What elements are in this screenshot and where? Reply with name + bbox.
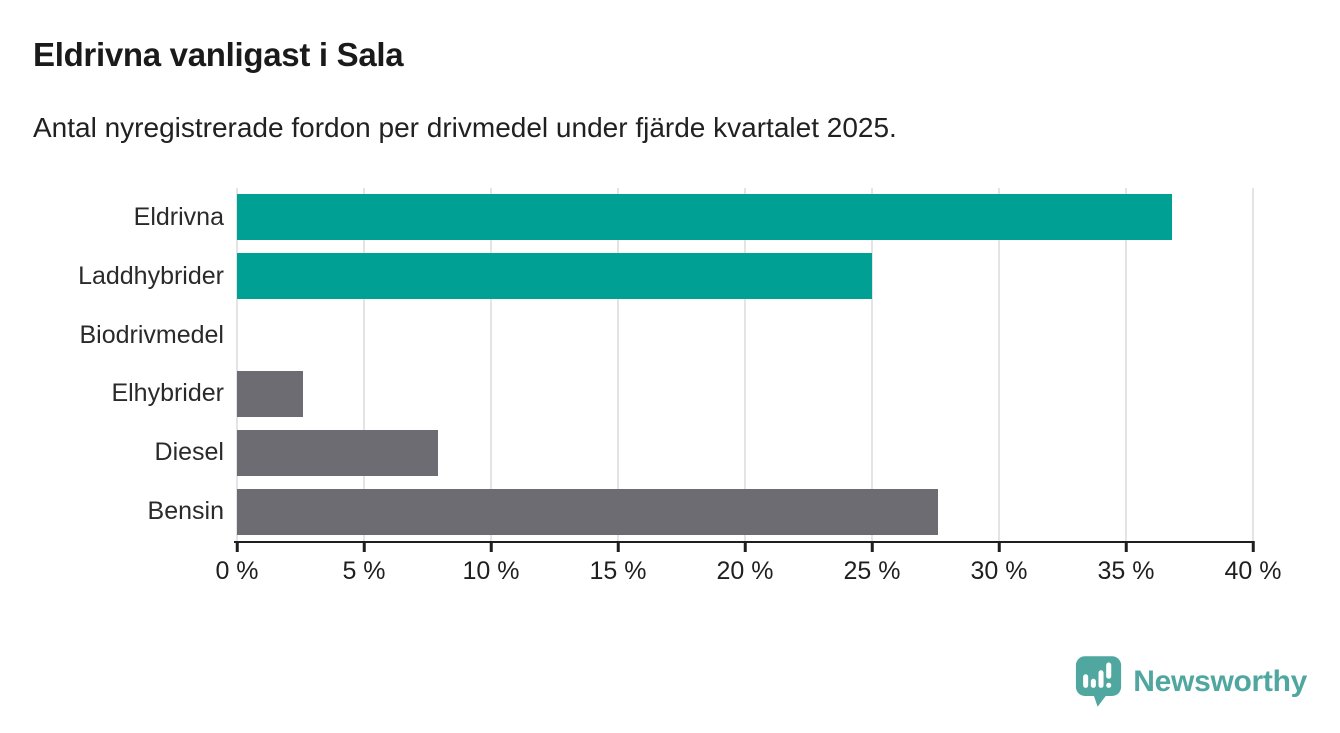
newsworthy-logo-text: Newsworthy [1133, 664, 1307, 698]
gridline-40 [1252, 188, 1254, 541]
y-axis-labels: Eldrivna Laddhybrider Biodrivmedel Elhybrid… [0, 188, 224, 541]
gridline-10 [490, 188, 492, 541]
bar-bensin [237, 488, 939, 535]
plot-area: 0 % 5 % 10 % 15 % 20 % 25 % 30 % 35 % 40 % [215, 188, 1281, 585]
gridline-30 [998, 188, 1000, 541]
y-axis-label-bensin: Bensin [147, 497, 224, 526]
x-axis-tick-5 [362, 541, 366, 552]
chart-title: Eldrivna vanligast i Sala [33, 36, 404, 73]
gridline-0 [236, 188, 238, 541]
bar-diesel [237, 429, 438, 476]
x-axis-tick-label-35: 35 % [1097, 557, 1155, 585]
x-axis-line [234, 540, 1253, 543]
y-axis-label-diesel: Diesel [154, 438, 224, 467]
x-axis-tick-30 [997, 541, 1001, 552]
x-axis-tick-label-40: 40 % [1224, 557, 1282, 585]
chart-subtitle: Antal nyregistrerade fordon per drivmede… [33, 112, 897, 143]
x-axis-tick-35 [1124, 541, 1128, 552]
x-axis-tick-label-10: 10 % [462, 557, 520, 585]
newsworthy-logo-icon [1076, 656, 1122, 707]
x-axis-tick-25 [870, 541, 874, 552]
x-axis-tick-label-25: 25 % [843, 557, 901, 585]
x-axis-tick-label-15: 15 % [589, 557, 647, 585]
y-axis-label-elhybrider: Elhybrider [111, 379, 224, 408]
x-axis-tick-10 [489, 541, 493, 552]
bar-elhybrider [237, 370, 304, 417]
bar-eldrivna [237, 194, 1172, 241]
x-axis-tick-20 [743, 541, 747, 552]
x-axis-tick-label-30: 30 % [970, 557, 1028, 585]
bar-laddhybrider [237, 253, 872, 300]
x-axis-tick-40 [1251, 541, 1255, 552]
y-axis-label-laddhybrider: Laddhybrider [78, 261, 224, 290]
x-axis-tick-label-20: 20 % [716, 557, 774, 585]
gridline-15 [617, 188, 619, 541]
x-axis-tick-label-0: 0 % [215, 557, 259, 585]
x-axis-tick-0 [235, 541, 239, 552]
gridline-20 [744, 188, 746, 541]
y-axis-label-eldrivna: Eldrivna [133, 202, 224, 231]
gridline-35 [1125, 188, 1127, 541]
x-axis-tick-15 [616, 541, 620, 552]
gridline-25 [871, 188, 873, 541]
gridline-5 [363, 188, 365, 541]
y-axis-label-biodrivmedel: Biodrivmedel [79, 320, 224, 349]
newsworthy-logo: Newsworthy [1075, 655, 1307, 708]
x-axis-tick-label-5: 5 % [342, 557, 386, 585]
